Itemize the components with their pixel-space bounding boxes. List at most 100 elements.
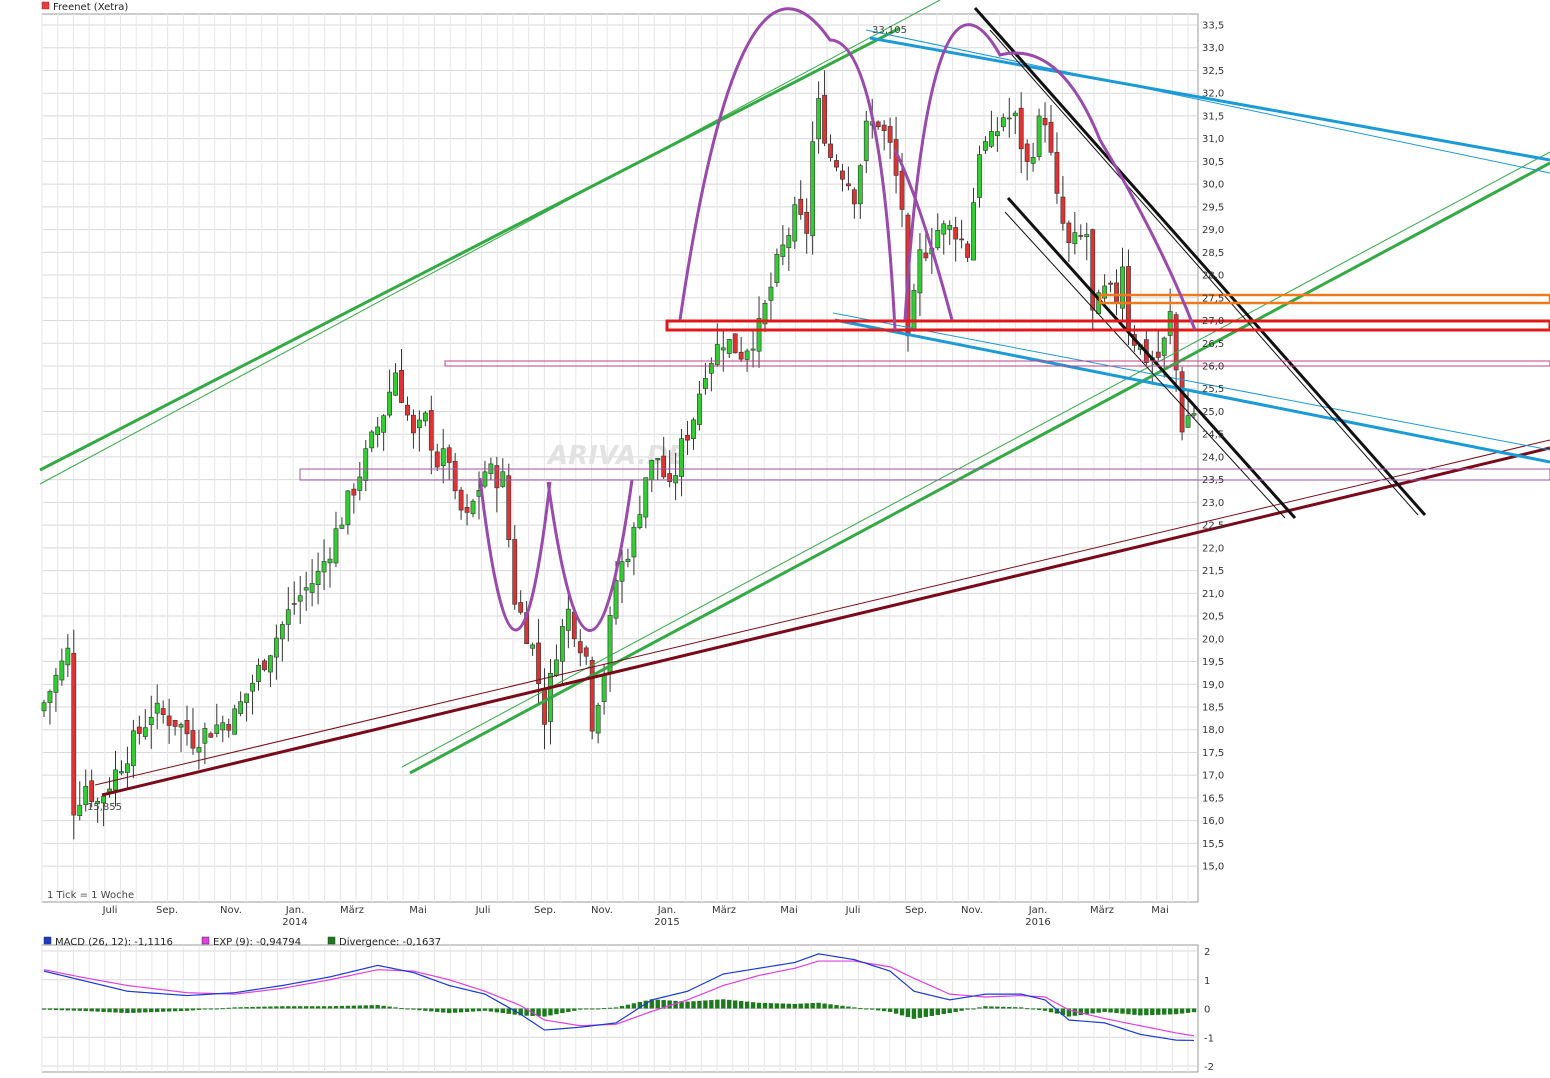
zone-orange [1098,293,1550,305]
candle-up [994,131,1000,137]
candle-up [95,800,101,804]
divergence-bar [721,999,726,1009]
divergence-bar [589,1008,595,1010]
candle-down [798,198,804,215]
candle-up [393,372,398,396]
chart-title: Freenet (Xetra) [53,2,128,13]
divergence-bar [685,1001,690,1009]
candle-up [625,558,631,562]
candle-up [297,595,303,602]
candle-down [190,730,196,749]
x-month-label: Mai [1151,905,1169,916]
divergence-bar [411,1008,416,1010]
divergence-bar [542,1008,547,1017]
divergence-bar [476,1008,482,1012]
y-tick-label: 23,5 [1202,475,1224,486]
divergence-bar [172,1008,178,1012]
divergence-bar [524,1008,529,1016]
candle-down [965,243,970,258]
trend-maroon-thin [94,439,1550,786]
divergence-bar [452,1008,458,1013]
divergence-bar [786,1003,792,1009]
y-tick-label: 22,5 [1202,521,1224,532]
candle-up [1006,117,1012,120]
x-month-label: März [712,905,736,916]
divergence-bar [518,1008,523,1016]
candle-down [589,660,595,732]
candle-down [446,447,452,463]
candle-up [983,141,988,151]
candle-up [1084,234,1090,237]
candle-down [452,460,458,492]
candle-up [345,490,351,526]
divergence-bar [655,999,660,1009]
divergence-bar [65,1008,71,1011]
divergence-bar [458,1008,464,1013]
divergence-bar [673,1000,678,1009]
candle-up [214,724,220,734]
divergence-bar [1036,1008,1042,1010]
y-tick-label: 30,0 [1202,180,1224,191]
divergence-bar [208,1008,214,1010]
zone-purple-lower [299,468,1550,481]
macd-y-label: -1 [1204,1033,1214,1044]
candle-down [661,455,667,478]
divergence-bar [423,1008,428,1011]
candle-up [756,318,762,352]
y-tick-label: 24,5 [1202,430,1224,441]
candle-down [899,170,905,210]
divergence-bar [238,1007,243,1009]
divergence-bar [1132,1008,1137,1015]
x-month-label: Juli [102,905,118,916]
candle-down [172,719,178,727]
legend-swatch [43,936,52,945]
candle-down [506,475,512,540]
trend-green-upper [39,26,901,472]
divergence-bar [1060,1008,1066,1016]
divergence-bar [1024,1008,1030,1010]
divergence-bar [1001,1006,1006,1009]
divergence-bar [977,1007,982,1009]
candle-up [59,660,65,681]
divergence-bar [435,1008,440,1012]
divergence-bar [578,1008,583,1010]
candle-down [136,726,142,734]
candle-up [339,524,345,529]
y-tick-label: 20,0 [1202,634,1224,645]
candle-up [720,347,726,351]
candle-down [1024,143,1030,162]
divergence-bar [494,1008,500,1013]
y-tick-label: 28,5 [1202,248,1224,259]
divergence-bar [429,1008,434,1012]
y-tick-label: 33,0 [1202,43,1224,54]
candle-up [530,644,536,649]
divergence-bar [631,1003,637,1009]
double-top-right [903,23,1197,331]
candle-up [381,415,387,433]
candle-up [941,223,947,235]
y-tick-label: 16,5 [1202,793,1224,804]
divergence-bar [929,1008,935,1016]
divergence-bar [1013,1007,1018,1009]
zone-pink-upper [444,360,1550,367]
candle-up [119,771,124,774]
candle-down [542,689,547,725]
divergence-bar [840,1005,845,1009]
candle-up [780,244,786,257]
candle-down [577,641,583,654]
divergence-bar [41,1008,47,1010]
candle-up [250,682,255,692]
double-bottom-left [478,477,552,632]
divergence-bar [1108,1008,1113,1013]
signal-line [43,960,1195,1037]
candle-down [71,652,77,816]
divergence-bar [381,1005,386,1009]
candle-up [1185,415,1191,428]
candle-up [268,655,273,673]
divergence-bar [1138,1008,1143,1016]
candle-down [923,252,929,259]
plot-frame [41,13,1199,903]
candle-down [887,126,893,143]
x-month-label: Juli [475,905,491,916]
